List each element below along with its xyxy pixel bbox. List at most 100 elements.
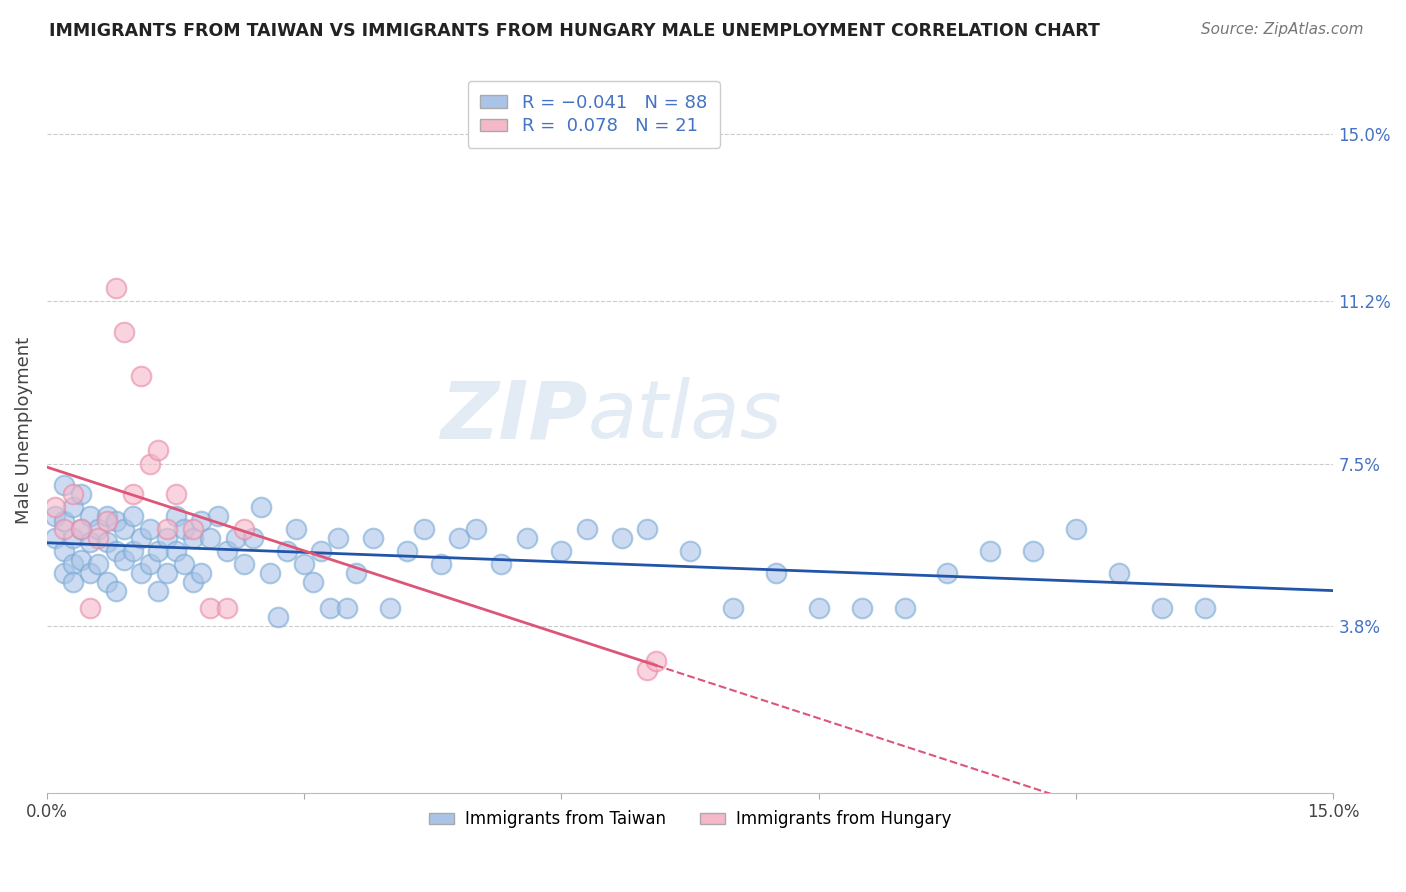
Point — [233, 522, 256, 536]
Point — [70, 522, 93, 536]
Point — [610, 531, 633, 545]
Point — [1108, 566, 1130, 581]
Point — [198, 531, 221, 545]
Point — [53, 566, 76, 581]
Point — [336, 601, 359, 615]
Text: atlas: atlas — [588, 377, 782, 455]
Point — [87, 522, 110, 536]
Point — [413, 522, 436, 536]
Point — [129, 531, 152, 545]
Point — [516, 531, 538, 545]
Point — [165, 509, 187, 524]
Point — [267, 610, 290, 624]
Text: Source: ZipAtlas.com: Source: ZipAtlas.com — [1201, 22, 1364, 37]
Point — [284, 522, 307, 536]
Point — [104, 544, 127, 558]
Point — [181, 522, 204, 536]
Point — [79, 566, 101, 581]
Point — [250, 500, 273, 515]
Point — [79, 509, 101, 524]
Point — [979, 544, 1001, 558]
Point — [491, 558, 513, 572]
Point — [96, 509, 118, 524]
Point — [79, 535, 101, 549]
Point — [96, 535, 118, 549]
Point — [851, 601, 873, 615]
Point — [1150, 601, 1173, 615]
Point — [233, 558, 256, 572]
Point — [765, 566, 787, 581]
Point — [292, 558, 315, 572]
Point — [121, 509, 143, 524]
Point — [70, 487, 93, 501]
Point — [96, 514, 118, 528]
Point — [215, 601, 238, 615]
Y-axis label: Male Unemployment: Male Unemployment — [15, 337, 32, 524]
Point — [198, 601, 221, 615]
Point — [44, 531, 66, 545]
Point — [129, 566, 152, 581]
Point — [1022, 544, 1045, 558]
Point — [636, 522, 658, 536]
Point — [112, 553, 135, 567]
Legend: Immigrants from Taiwan, Immigrants from Hungary: Immigrants from Taiwan, Immigrants from … — [422, 804, 959, 835]
Point — [242, 531, 264, 545]
Point — [87, 558, 110, 572]
Point — [181, 574, 204, 589]
Point — [276, 544, 298, 558]
Point — [104, 583, 127, 598]
Point — [96, 574, 118, 589]
Point — [636, 663, 658, 677]
Point — [165, 544, 187, 558]
Point — [721, 601, 744, 615]
Point — [62, 500, 84, 515]
Point — [129, 368, 152, 383]
Point — [79, 601, 101, 615]
Point — [62, 574, 84, 589]
Point — [165, 487, 187, 501]
Point — [378, 601, 401, 615]
Point — [893, 601, 915, 615]
Point — [156, 531, 179, 545]
Point — [53, 514, 76, 528]
Point — [62, 531, 84, 545]
Point — [550, 544, 572, 558]
Point — [148, 544, 170, 558]
Point — [447, 531, 470, 545]
Point — [70, 522, 93, 536]
Point — [430, 558, 453, 572]
Point — [181, 531, 204, 545]
Point — [225, 531, 247, 545]
Point — [112, 522, 135, 536]
Point — [53, 478, 76, 492]
Point — [319, 601, 342, 615]
Point — [62, 487, 84, 501]
Point — [173, 558, 195, 572]
Point — [396, 544, 419, 558]
Text: IMMIGRANTS FROM TAIWAN VS IMMIGRANTS FROM HUNGARY MALE UNEMPLOYMENT CORRELATION : IMMIGRANTS FROM TAIWAN VS IMMIGRANTS FRO… — [49, 22, 1099, 40]
Point — [259, 566, 281, 581]
Point — [148, 583, 170, 598]
Point — [1194, 601, 1216, 615]
Point — [464, 522, 486, 536]
Point — [53, 544, 76, 558]
Point — [173, 522, 195, 536]
Point — [44, 500, 66, 515]
Point — [679, 544, 702, 558]
Point — [53, 522, 76, 536]
Point — [156, 522, 179, 536]
Point — [104, 514, 127, 528]
Point — [361, 531, 384, 545]
Point — [644, 654, 666, 668]
Point — [87, 531, 110, 545]
Point — [207, 509, 229, 524]
Point — [104, 281, 127, 295]
Point — [311, 544, 333, 558]
Point — [190, 514, 212, 528]
Text: ZIP: ZIP — [440, 377, 588, 455]
Point — [62, 558, 84, 572]
Point — [44, 509, 66, 524]
Point — [190, 566, 212, 581]
Point — [121, 544, 143, 558]
Point — [121, 487, 143, 501]
